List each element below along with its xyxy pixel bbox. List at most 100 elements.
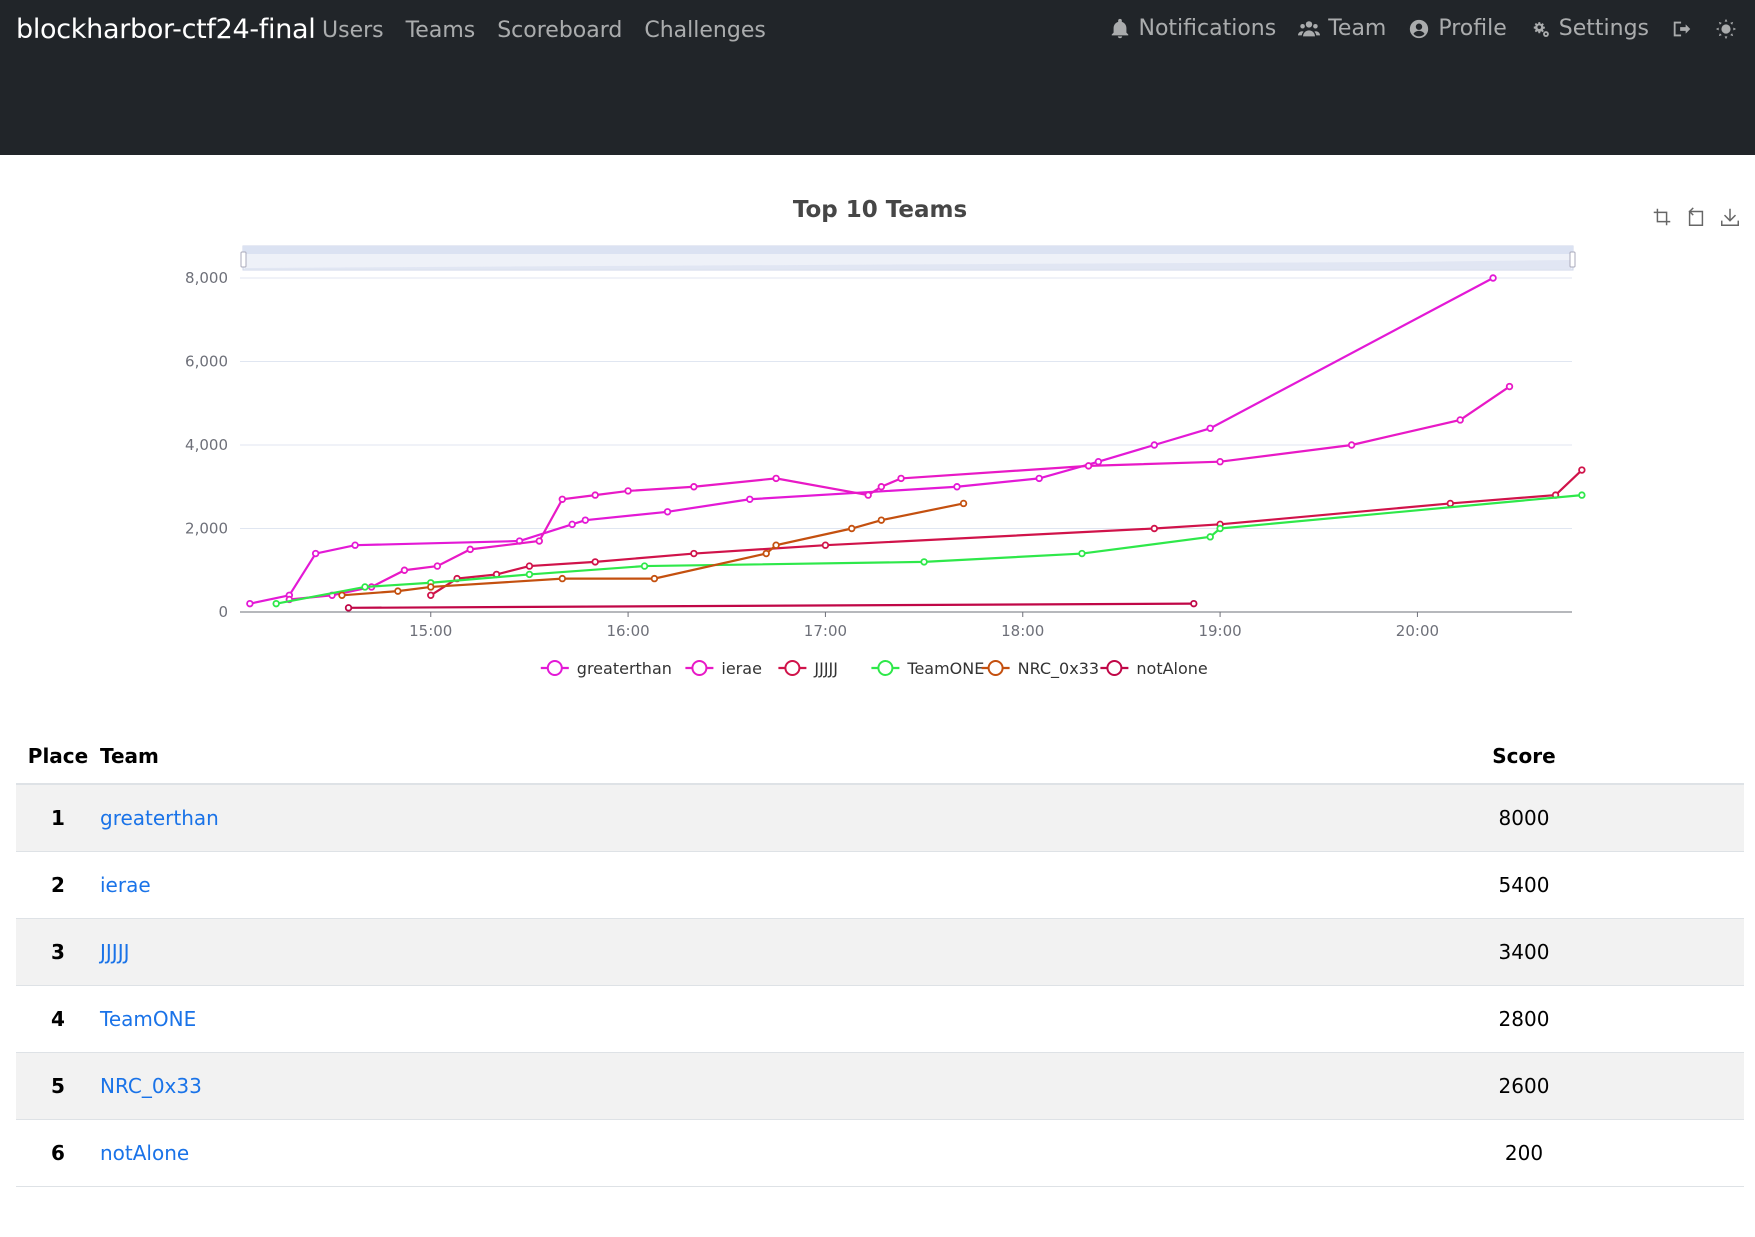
team-link[interactable]: TeamONE <box>100 1006 197 1031</box>
data-point <box>344 604 353 612</box>
score-cell: 2800 <box>1464 985 1584 1053</box>
score-header: Score <box>1464 728 1584 785</box>
datazoom-right-handle <box>1569 251 1576 268</box>
data-point <box>272 599 280 608</box>
data-point <box>877 516 886 524</box>
data-point <box>663 508 672 516</box>
data-point <box>640 562 649 570</box>
legend-label[interactable]: JJJJJ <box>813 659 838 678</box>
theme-toggle[interactable] <box>1715 18 1737 40</box>
legend-label[interactable]: greaterthan <box>577 659 672 678</box>
data-point <box>246 599 254 608</box>
nav-challenges-link[interactable]: Challenges <box>644 18 766 43</box>
datazoom-left-handle <box>240 251 247 268</box>
team-cell: greaterthan <box>100 784 1464 852</box>
nav-users-link[interactable]: Users <box>322 18 384 43</box>
legend-marker <box>691 660 708 676</box>
legend-label[interactable]: NRC_0x33 <box>1018 659 1099 679</box>
team-link[interactable]: JJJJJ <box>100 939 130 964</box>
team-cell: notAlone <box>100 1119 1464 1187</box>
place-cell: 6 <box>16 1119 100 1187</box>
x-tick-label: 18:00 <box>1001 622 1044 640</box>
table-row: 2 ierae 5400 <box>16 851 1744 919</box>
table-header-row: Place Team Score <box>16 728 1744 785</box>
users-icon <box>1298 20 1321 36</box>
series-line-TeamONE <box>275 494 1582 605</box>
score-cell: 2600 <box>1464 1052 1584 1120</box>
data-point <box>690 483 698 491</box>
team-cell: JJJJJ <box>100 918 1464 986</box>
data-point <box>427 591 435 599</box>
series-line-NRC_0x33 <box>341 502 964 597</box>
data-point <box>746 495 754 503</box>
nav-settings-link[interactable]: Settings <box>1529 16 1649 41</box>
data-point <box>1206 533 1214 541</box>
data-point <box>591 558 599 566</box>
data-point <box>762 549 770 558</box>
y-tick-label: 8,000 <box>185 269 228 287</box>
place-cell: 1 <box>16 784 100 852</box>
row-spacer <box>1584 918 1744 986</box>
brand-link[interactable]: blockharbor-ctf24-final <box>16 14 316 45</box>
data-point <box>433 562 442 570</box>
data-point <box>591 491 599 499</box>
legend-marker <box>877 660 894 676</box>
data-point <box>361 583 369 591</box>
table-row: 4 TeamONE 2800 <box>16 985 1744 1053</box>
data-point <box>1190 599 1198 608</box>
team-header: Team <box>100 728 1464 785</box>
table-row: 1 greaterthan 8000 <box>16 784 1744 852</box>
top-navbar: blockharbor-ctf24-final Users Teams Scor… <box>0 0 1755 155</box>
scoreboard-rows: 1 greaterthan 8000 2 ierae 5400 3 JJJJJ 3400 4 Tea… <box>16 784 1744 1187</box>
team-label: Team <box>1328 16 1387 41</box>
nav-teams-link[interactable]: Teams <box>405 18 476 43</box>
legend-label[interactable]: ierae <box>721 659 762 678</box>
data-point <box>581 516 590 524</box>
team-link[interactable]: greaterthan <box>100 805 219 830</box>
data-point <box>848 524 856 533</box>
data-point <box>394 587 402 595</box>
nav-team-link[interactable]: Team <box>1298 16 1386 41</box>
legend-label[interactable]: notAlone <box>1136 659 1207 678</box>
y-tick-label: 6,000 <box>185 353 228 371</box>
nav-scoreboard-link[interactable]: Scoreboard <box>497 18 623 43</box>
nav-right-links: Notifications Team Profile Settings <box>1109 16 1738 41</box>
data-point <box>1505 382 1514 391</box>
datazoom-handle-bar <box>243 246 1573 254</box>
team-cell: TeamONE <box>100 985 1464 1053</box>
team-link[interactable]: ierae <box>100 872 151 897</box>
team-link[interactable]: notAlone <box>100 1140 190 1165</box>
chart-toolbox <box>1651 206 1741 228</box>
nav-profile-link[interactable]: Profile <box>1408 16 1507 41</box>
series-line-JJJJJ <box>430 469 1583 597</box>
row-spacer <box>1584 1119 1744 1187</box>
data-point <box>624 487 632 495</box>
data-point <box>1578 466 1586 474</box>
y-tick-label: 0 <box>218 603 228 621</box>
place-cell: 5 <box>16 1052 100 1120</box>
chart-title: Top 10 Teams <box>793 197 967 223</box>
data-point <box>525 562 534 570</box>
data-point <box>351 541 359 549</box>
legend-marker <box>1106 660 1123 676</box>
place-cell: 2 <box>16 851 100 919</box>
zoom-reset-icon[interactable] <box>1685 206 1707 228</box>
download-icon[interactable] <box>1719 206 1741 228</box>
legend-label[interactable]: TeamONE <box>906 659 984 678</box>
team-link[interactable]: NRC_0x33 <box>100 1073 202 1098</box>
x-tick-label: 19:00 <box>1198 622 1241 640</box>
x-tick-label: 16:00 <box>606 622 649 640</box>
nav-left-links: Users Teams Scoreboard Challenges <box>322 18 766 43</box>
data-point <box>558 574 567 583</box>
data-point <box>400 566 409 574</box>
data-point <box>311 549 320 558</box>
data-point <box>877 483 886 491</box>
sun-icon <box>1715 18 1737 39</box>
data-point <box>427 583 435 591</box>
x-tick-label: 20:00 <box>1396 622 1439 640</box>
data-point <box>1446 499 1455 508</box>
nav-notifications-link[interactable]: Notifications <box>1109 16 1276 41</box>
zoom-icon[interactable] <box>1651 206 1673 228</box>
data-point <box>535 537 543 545</box>
nav-logout-link[interactable] <box>1671 18 1693 40</box>
